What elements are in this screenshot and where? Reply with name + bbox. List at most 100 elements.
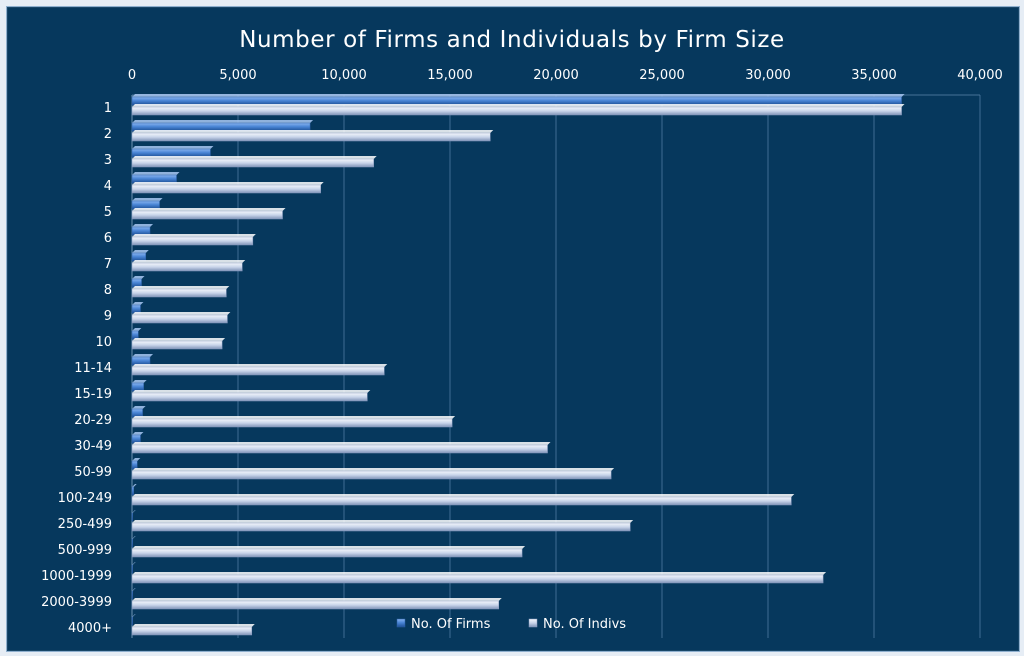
bar-bevel [132,562,136,565]
y-category-label: 5 [104,205,112,220]
bar-firms [131,434,141,444]
bar-bevel [132,182,324,185]
bar-firms [131,252,147,262]
y-category-label: 3 [104,153,112,168]
y-category-label: 2000-3999 [41,595,112,610]
bar-indivs [131,366,385,376]
y-category-label: 1 [104,101,112,116]
bar-bevel [132,130,494,133]
y-category-label: 4 [104,179,112,194]
bar-indivs [131,262,243,272]
bar-indivs [131,106,902,116]
bar-bevel [132,546,526,549]
bar-firms [131,304,141,314]
x-tick-label: 30,000 [745,68,791,83]
y-category-label: 1000-1999 [41,569,112,584]
bar-indivs [131,340,223,350]
bar-bevel [132,338,226,341]
bar-bevel [132,624,255,627]
bar-firms [131,538,133,548]
bar-series [131,94,905,636]
bar-firms [131,278,142,288]
y-category-label: 2 [104,127,112,142]
legend-label-indivs: No. Of Indivs [543,617,626,632]
bar-indivs [131,132,491,142]
y-category-label: 500-999 [58,543,112,558]
bar-indivs [131,574,824,584]
bar-indivs [131,314,228,324]
bar-indivs [131,158,374,168]
bar-bevel [132,442,551,445]
bar-firms [131,122,311,132]
bar-bevel [132,250,149,253]
bar-bevel [132,172,180,175]
y-category-label: 9 [104,309,112,324]
bar-bevel [132,588,136,591]
bar-indivs [131,522,631,532]
bar-bevel [132,146,214,149]
y-category-label: 6 [104,231,112,246]
bar-bevel [132,286,230,289]
legend: No. Of Firms No. Of Indivs [396,617,626,632]
bar-firms [131,356,151,366]
bar-bevel [132,416,456,419]
bar-indivs [131,444,548,454]
bar-bevel [132,94,905,97]
bar-bevel [132,494,795,497]
bar-indivs [131,418,453,428]
bar-firms [131,408,143,418]
bar-indivs [131,288,227,298]
x-axis-ticks: 0 5,000 10,000 15,000 20,000 25,000 30,000 35,0… [128,68,1003,83]
bar-bevel [132,312,231,315]
x-tick-label: 20,000 [533,68,579,83]
legend-label-firms: No. Of Firms [411,617,491,632]
bar-bevel [132,354,154,357]
y-category-label: 250-499 [58,517,112,532]
x-tick-label: 10,000 [321,68,367,83]
bar-bevel [132,120,314,123]
bar-indivs [131,470,612,480]
bar-firms [131,382,144,392]
bar-bevel [132,224,154,227]
y-axis-labels: 1 2 3 4 5 6 7 8 9 10 11-14 15-19 20-29 30-49 50-99 100-… [41,101,112,636]
bar-indivs [131,392,368,402]
legend-marker-indivs [528,618,538,628]
bar-bevel [132,598,502,601]
y-category-label: 11-14 [74,361,112,376]
bar-firms [131,330,139,340]
bar-indivs [131,496,792,506]
bar-bevel [132,260,246,263]
bar-indivs [131,210,283,220]
bar-indivs [131,626,253,636]
bar-firms [131,512,133,522]
bar-firms [131,200,160,210]
legend-marker-firms [396,618,406,628]
x-tick-label: 35,000 [851,68,897,83]
y-category-label: 8 [104,283,112,298]
bar-bevel [132,208,286,211]
chart-title: Number of Firms and Individuals by Firm … [239,27,785,53]
bar-bevel [132,390,371,393]
y-category-label: 50-99 [74,465,112,480]
y-category-label: 15-19 [74,387,112,402]
bar-bevel [132,156,377,159]
bar-firms [131,174,177,184]
bar-bevel [132,328,142,331]
bar-bevel [132,406,146,409]
bar-bevel [132,198,163,201]
bar-bevel [132,572,827,575]
bar-firms [131,460,138,470]
bar-bevel [132,536,136,539]
x-tick-label: 25,000 [639,68,685,83]
bar-bevel [132,302,144,305]
y-category-label: 7 [104,257,112,272]
bar-bevel [132,432,144,435]
bar-bevel [132,276,145,279]
bar-bevel [132,458,141,461]
bar-bevel [132,614,136,617]
bar-indivs [131,236,254,246]
bar-indivs [131,548,523,558]
y-category-label: 10 [95,335,112,350]
bar-firms [131,616,133,626]
